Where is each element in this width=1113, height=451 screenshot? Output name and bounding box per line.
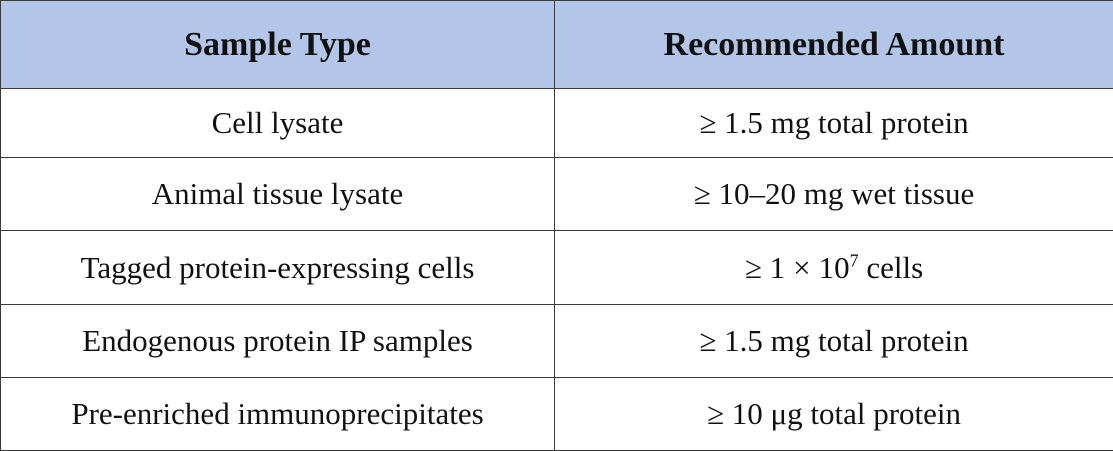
sample-type-cell: Endogenous protein IP samples bbox=[1, 305, 555, 378]
multiply-sign: × bbox=[785, 250, 818, 285]
header-recommended-amount: Recommended Amount bbox=[555, 1, 1113, 89]
amount-cell: ≥ 1×107 cells bbox=[555, 231, 1113, 305]
sample-type-cell: Cell lysate bbox=[1, 89, 555, 158]
amount-exponent: 7 bbox=[850, 250, 859, 270]
amount-cell: ≥ 1.5 mg total protein bbox=[555, 305, 1113, 378]
amount-cell: ≥ 1.5 mg total protein bbox=[555, 89, 1113, 158]
sample-type-cell: Pre-enriched immunoprecipitates bbox=[1, 378, 555, 451]
amount-prefix: ≥ 1 bbox=[745, 250, 785, 285]
header-sample-type: Sample Type bbox=[1, 1, 555, 89]
sample-type-cell: Animal tissue lysate bbox=[1, 158, 555, 231]
table-row: Pre-enriched immunoprecipitates ≥ 10 μg … bbox=[1, 378, 1113, 451]
amount-suffix: cells bbox=[859, 250, 924, 285]
amount-cell: ≥ 10 μg total protein bbox=[555, 378, 1113, 451]
header-row: Sample Type Recommended Amount bbox=[1, 1, 1113, 89]
sample-type-cell: Tagged protein-expressing cells bbox=[1, 231, 555, 305]
table-row: Animal tissue lysate ≥ 10–20 mg wet tiss… bbox=[1, 158, 1113, 231]
amount-cell: ≥ 10–20 mg wet tissue bbox=[555, 158, 1113, 231]
table-row: Cell lysate ≥ 1.5 mg total protein bbox=[1, 89, 1113, 158]
table-row: Tagged protein-expressing cells ≥ 1×107 … bbox=[1, 231, 1113, 305]
amount-base: 10 bbox=[819, 250, 850, 285]
table-row: Endogenous protein IP samples ≥ 1.5 mg t… bbox=[1, 305, 1113, 378]
